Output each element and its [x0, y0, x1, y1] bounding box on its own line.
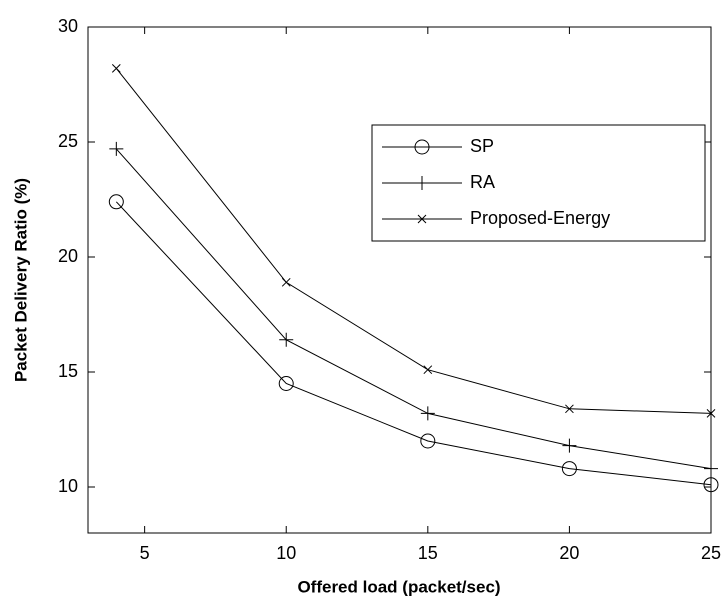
- y-tick-label: 20: [58, 246, 78, 266]
- marker: [278, 376, 294, 391]
- series-line: [115, 201, 712, 486]
- marker: [562, 438, 577, 453]
- marker: [420, 433, 436, 449]
- marker: [423, 365, 433, 375]
- x-tick-label: 20: [559, 543, 579, 563]
- legend-marker: [414, 139, 430, 155]
- marker: [279, 332, 294, 347]
- x-tick-label: 15: [418, 543, 438, 563]
- y-tick-label: 30: [58, 16, 78, 36]
- legend-marker: [417, 214, 427, 224]
- y-tick-label: 25: [58, 131, 78, 151]
- legend-marker: [415, 176, 429, 190]
- marker: [703, 477, 719, 493]
- marker: [561, 461, 577, 477]
- legend-label: SP: [470, 136, 494, 156]
- x-tick-label: 5: [140, 543, 150, 563]
- y-tick-label: 10: [58, 476, 78, 496]
- marker: [108, 194, 124, 210]
- legend-label: RA: [470, 172, 495, 192]
- marker: [111, 64, 121, 73]
- y-tick-label: 15: [58, 361, 78, 381]
- marker: [704, 461, 718, 476]
- marker: [420, 406, 435, 421]
- x-tick-label: 10: [276, 543, 296, 563]
- x-tick-label: 25: [701, 543, 721, 563]
- marker: [565, 404, 574, 414]
- plot-area: [87, 26, 712, 534]
- marker: [109, 141, 124, 156]
- marker: [706, 409, 716, 418]
- marker: [281, 277, 291, 287]
- x-axis-label: Offered load (packet/sec): [297, 577, 500, 596]
- y-axis-label: Packet Delivery Ratio (%): [11, 178, 30, 382]
- legend-label: Proposed-Energy: [470, 208, 610, 228]
